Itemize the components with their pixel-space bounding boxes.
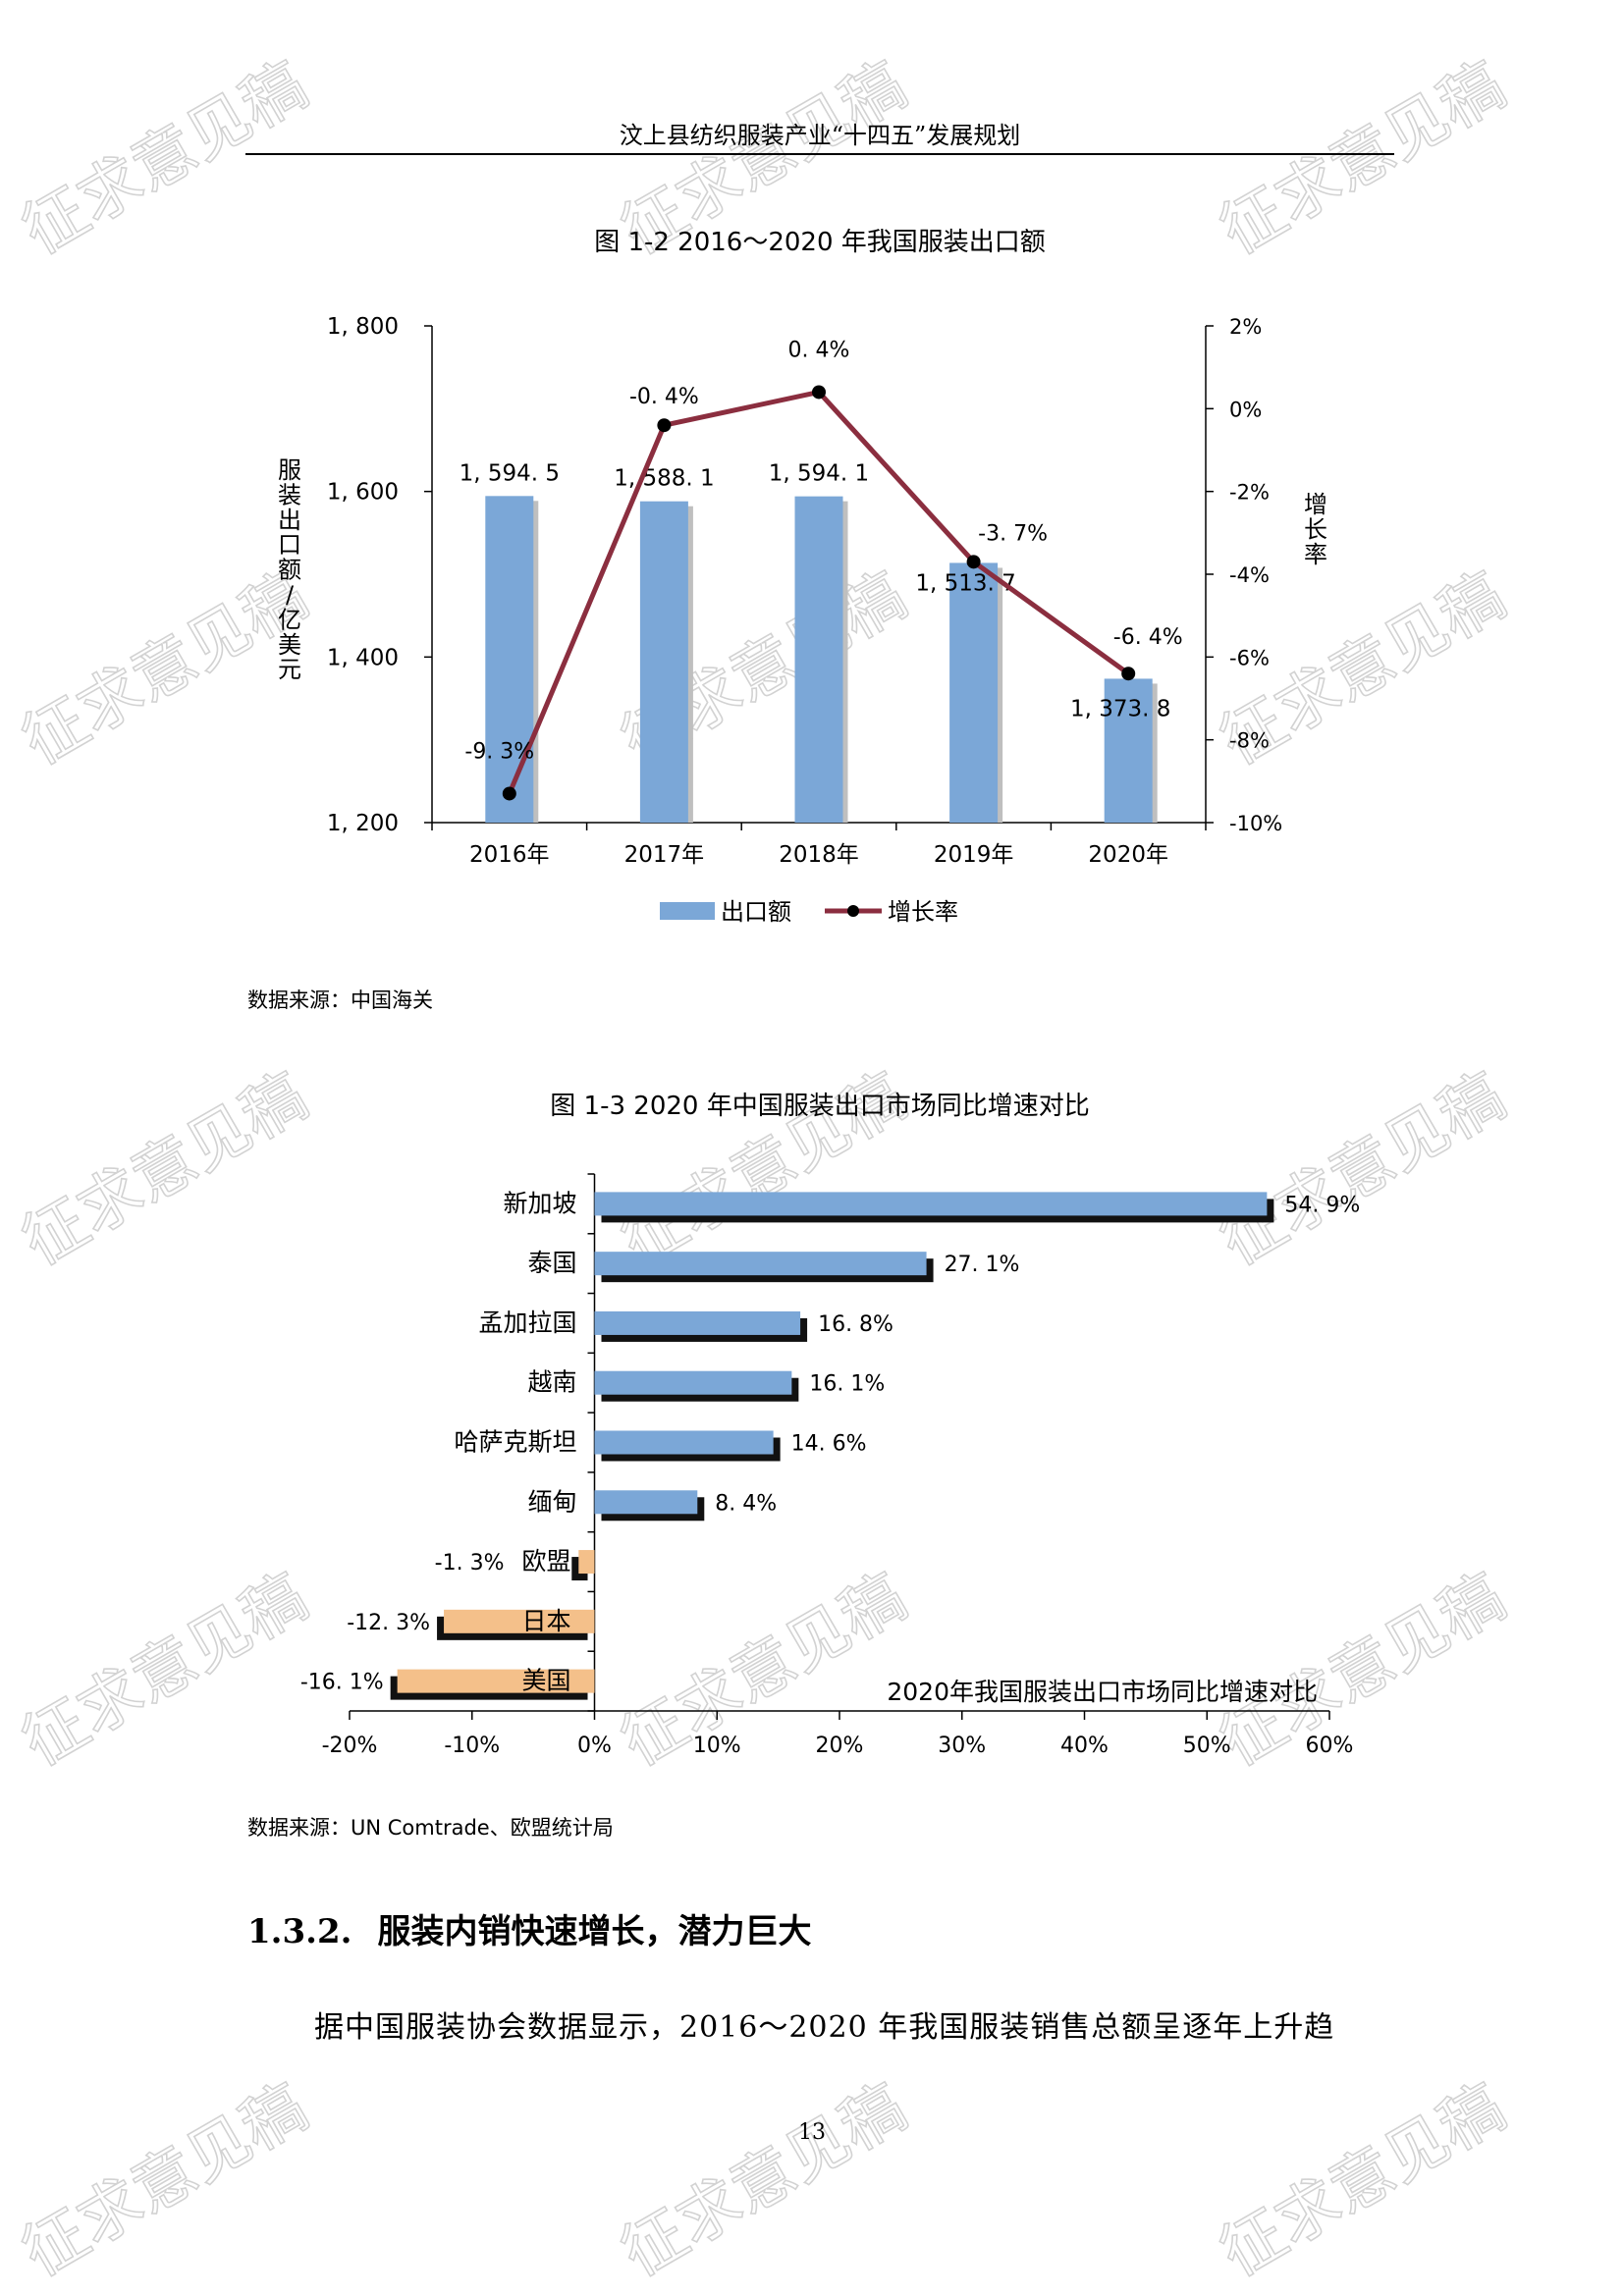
growth-value-label: 0. 4% [788,338,850,362]
bar-4 [1104,678,1153,823]
growth-point-0 [502,786,516,801]
legend-line-marker [847,905,859,917]
x-tick-label: 40% [1060,1734,1109,1758]
bar-value-label: -1. 3% [435,1551,505,1575]
right-tick-label: -8% [1229,729,1270,753]
bar-value-label: -16. 1% [300,1671,384,1695]
bar-8 [397,1669,595,1693]
figure1-chart: 1, 200 1, 400 1, 600 1, 800 -10% -8% -6% -4% -2%… [278,314,1327,926]
category-label: 哈萨克斯坦 [454,1428,576,1457]
right-tick-label: 0% [1229,398,1262,421]
figure1-source: 数据来源：中国海关 [247,988,433,1012]
bar-value-label: 16. 1% [809,1372,885,1397]
figure2-chart: -20% -10% 0% 10% 20% 30% 40% 50% 60% 新加坡 54. 9% 泰国 2… [300,1173,1360,1758]
bar-6 [578,1550,595,1575]
right-tick-label: -2% [1229,481,1270,505]
left-tick-label: 1, 400 [327,645,399,670]
watermark-text: 征求意见稿 [610,2071,918,2291]
category-label: 越南 [527,1368,576,1397]
bar-value-label: 1, 594. 1 [769,461,869,487]
figure1-title: 图 1-2 2016～2020 年我国服装出口额 [594,228,1046,257]
x-tick-label: 60% [1306,1734,1354,1758]
growth-value-label: -9. 3% [464,739,534,764]
bar-value-label: 1, 513. 7 [915,570,1015,596]
x-category-label: 2020年 [1088,842,1168,868]
legend-bar-swatch [660,902,715,920]
growth-point-1 [657,418,672,433]
section-title: 服装内销快速增长，潜力巨大 [377,1912,812,1951]
category-label: 新加坡 [503,1189,576,1217]
bar-0 [485,496,534,823]
bar-value-label: 27. 1% [945,1253,1020,1277]
bar-value-label: 16. 8% [818,1312,893,1337]
watermark-text: 征求意见稿 [11,2071,319,2291]
bar-value-label: -12. 3% [347,1611,430,1635]
section-heading: 1.3.2. 服装内销快速增长，潜力巨大 [247,1904,811,1952]
bar-value-label: 8. 4% [715,1491,777,1516]
legend-line-label: 增长率 [888,898,958,926]
right-tick-label: -10% [1229,812,1282,835]
bar-value-label: 54. 9% [1284,1193,1360,1217]
left-tick-label: 1, 200 [327,811,399,836]
x-tick-label: 20% [816,1734,864,1758]
bar-3 [594,1370,792,1395]
bar-1 [639,501,688,823]
left-tick-label: 1, 800 [327,314,399,340]
bar-value-label: 1, 588. 1 [614,466,714,492]
bar-2 [794,496,843,823]
figure2-source: 数据来源：UN Comtrade、欧盟统计局 [247,1816,614,1840]
x-tick-label: 30% [938,1734,986,1758]
growth-point-2 [812,385,826,400]
growth-point-3 [966,555,981,569]
x-tick-label: 0% [577,1734,612,1758]
y-left-axis-label: 服装出口额/亿美元 [278,456,301,683]
x-category-label: 2016年 [469,842,550,868]
x-tick-label: 10% [693,1734,741,1758]
bar-7 [444,1609,595,1633]
bar-3 [949,562,999,823]
x-tick-label: -10% [444,1734,500,1758]
growth-point-4 [1121,667,1136,681]
x-tick-label: 50% [1183,1734,1231,1758]
y-right-axis-label: 增长率 [1304,491,1327,568]
body-paragraph: 据中国服装协会数据显示，2016～2020 年我国服装销售总额呈逐年上升趋 [314,2010,1335,2045]
category-label: 泰国 [527,1249,576,1277]
left-tick-label: 1, 600 [327,480,399,506]
legend-bar-label: 出口额 [721,898,791,926]
bar-value-label: 14. 6% [791,1432,867,1457]
right-tick-label: -6% [1229,646,1270,669]
category-label: 美国 [521,1667,570,1695]
growth-value-label: -0. 4% [629,385,699,409]
bar-value-label: 1, 373. 8 [1070,696,1170,721]
bar-4 [594,1430,774,1455]
category-label: 孟加拉国 [478,1308,576,1337]
section-number: 1.3.2. [247,1912,352,1951]
right-tick-label: 2% [1229,315,1262,339]
bar-1 [594,1252,927,1276]
bar-value-label: 1, 594. 5 [460,460,560,486]
x-category-label: 2017年 [624,842,705,868]
right-tick-label: -4% [1229,563,1270,587]
bar-0 [594,1192,1268,1216]
category-label: 欧盟 [521,1547,570,1575]
x-category-label: 2018年 [779,842,859,868]
header-rule [245,153,1394,155]
inner-chart-title: 2020年我国服装出口市场同比增速对比 [887,1678,1318,1706]
bar-5 [594,1490,698,1515]
header-title: 汶上县纺织服装产业“十四五”发展规划 [619,122,1021,149]
x-tick-label: -20% [322,1734,378,1758]
growth-value-label: -6. 4% [1113,625,1183,650]
growth-value-label: -3. 7% [978,521,1048,546]
watermark-text: 征求意见稿 [1209,2071,1517,2291]
page-number: 13 [798,2120,826,2145]
category-label: 缅甸 [527,1487,576,1516]
bar-2 [594,1310,801,1335]
figure2-title: 图 1-3 2020 年中国服装出口市场同比增速对比 [550,1092,1090,1121]
category-label: 日本 [521,1607,570,1635]
x-category-label: 2019年 [934,842,1014,868]
